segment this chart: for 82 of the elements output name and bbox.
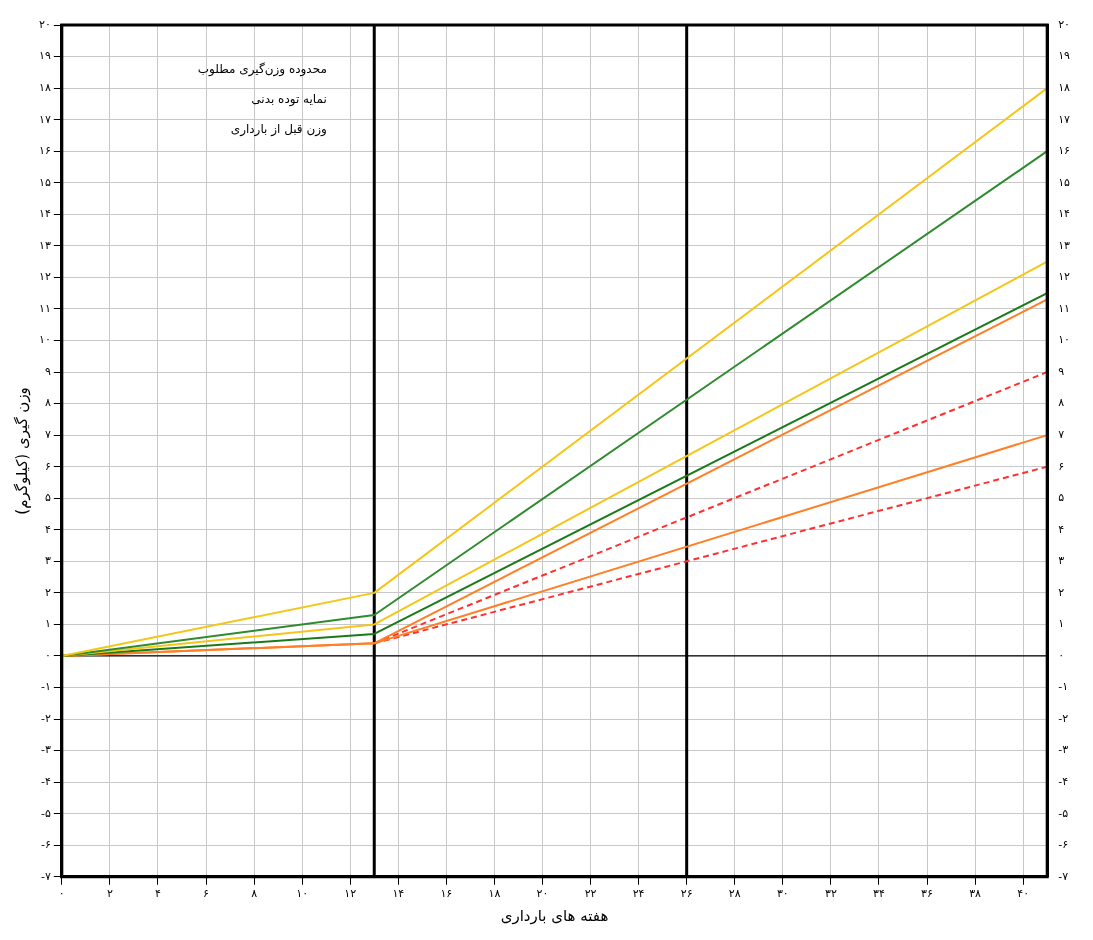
y-tick-label: -۲: [40, 711, 51, 725]
x-tick-label: ۳۸: [969, 887, 982, 901]
y2-tick-label: -۶: [1058, 838, 1069, 852]
annotation: محدوده وزن‌گیری مطلوب: [197, 62, 327, 78]
y2-tick-label: ۱۰: [1058, 333, 1071, 347]
y-tick-label: ۱۵: [38, 175, 51, 189]
y2-tick-label: ۶: [1058, 459, 1065, 473]
y-tick-label: ۱۰: [38, 333, 51, 347]
y2-tick-label: ۱۸: [1058, 80, 1071, 94]
x-tick-label: ۴: [154, 887, 161, 901]
y2-tick-label: -۴: [1058, 775, 1069, 789]
x-axis-title: هفته های بارداری: [500, 906, 609, 925]
annotation: نمایه توده بدنی: [251, 92, 327, 108]
y-tick-label: ۵: [44, 491, 51, 505]
y-tick-label: ۱۷: [38, 112, 51, 126]
y-tick-label: ۱۹: [38, 49, 51, 63]
y2-tick-label: -۷: [1058, 869, 1069, 883]
y-tick-label: ۶: [44, 459, 51, 473]
y2-tick-label: -۲: [1058, 711, 1069, 725]
y-tick-label: ۱۶: [38, 144, 51, 158]
y-tick-label: -۶: [40, 838, 51, 852]
y2-tick-label: ۸: [1058, 396, 1065, 410]
y-tick-label: ۲۰: [38, 17, 51, 31]
y-tick-label: ۹: [44, 364, 51, 378]
x-tick-label: ۱۰: [296, 887, 309, 901]
y2-tick-label: ۱۷: [1058, 112, 1071, 126]
y-tick-label: ۱: [44, 617, 51, 631]
x-tick-label: ۲۲: [584, 887, 597, 901]
y2-tick-label: -۵: [1058, 806, 1069, 820]
y2-tick-label: ۱۳: [1058, 238, 1071, 252]
y2-tick-label: -۳: [1058, 743, 1069, 757]
x-tick-label: ۱۴: [392, 887, 405, 901]
y2-tick-label: ۱۴: [1058, 207, 1071, 221]
y2-tick-label: ۲۰: [1058, 17, 1071, 31]
y2-tick-label: ۰: [1058, 648, 1065, 662]
y2-tick-label: ۲: [1058, 585, 1065, 599]
x-tick-label: ۱۶: [440, 887, 453, 901]
y2-tick-label: ۹: [1058, 364, 1065, 378]
y-tick-label: -۱: [40, 680, 51, 694]
y-tick-label: -۵: [40, 806, 51, 820]
x-tick-label: ۲۶: [680, 887, 693, 901]
x-tick-label: ۴۰: [1017, 887, 1030, 901]
y-tick-label: ۷: [44, 427, 51, 441]
x-tick-label: ۰: [58, 887, 65, 901]
x-tick-label: ۳۰: [776, 887, 789, 901]
x-tick-label: ۳۶: [921, 887, 933, 901]
y2-tick-label: ۱۵: [1058, 175, 1071, 189]
y-tick-label: ۱۱: [38, 301, 51, 315]
x-tick-label: ۳۴: [873, 887, 885, 901]
x-tick-label: ۲۴: [632, 887, 645, 901]
x-tick-label: ۳۲: [824, 887, 837, 901]
y-tick-label: ۴: [44, 522, 51, 536]
x-tick-label: ۱۸: [488, 887, 501, 901]
y-axis-title: وزن گیری (کیلوگرم): [12, 387, 31, 515]
y-tick-label: ۳: [44, 554, 51, 568]
y-tick-label: ۱۲: [38, 270, 51, 284]
x-tick-label: ۲۰: [536, 887, 549, 901]
y-tick-label: ۲: [44, 585, 51, 599]
x-tick-label: ۶: [203, 887, 209, 901]
y2-tick-label: ۷: [1058, 427, 1065, 441]
y-tick-label: ۱۴: [38, 207, 51, 221]
y-tick-label: -۳: [40, 743, 51, 757]
y2-tick-label: ۵: [1058, 491, 1065, 505]
y2-tick-label: ۱۶: [1058, 144, 1071, 158]
y2-tick-label: -۱: [1058, 680, 1069, 694]
x-tick-label: ۸: [251, 887, 258, 901]
x-tick-label: ۲: [106, 887, 113, 901]
y2-tick-label: ۱۲: [1058, 270, 1071, 284]
y2-tick-label: ۱۱: [1058, 301, 1071, 315]
x-tick-label: ۱۲: [344, 887, 357, 901]
annotation: وزن قبل از بارداری: [230, 122, 327, 138]
y-tick-label: ۱۸: [38, 80, 51, 94]
y-tick-label: -۷: [40, 869, 51, 883]
y-tick-label: ۸: [44, 396, 51, 410]
y-tick-label: ۱۳: [38, 238, 51, 252]
y2-tick-label: ۴: [1058, 522, 1065, 536]
y-tick-label: -۴: [40, 775, 51, 789]
y2-tick-label: ۳: [1058, 554, 1065, 568]
y2-tick-label: ۱۹: [1058, 49, 1071, 63]
y-tick-label: ۰: [44, 648, 51, 662]
x-tick-label: ۲۸: [728, 887, 741, 901]
y2-tick-label: ۱: [1058, 617, 1065, 631]
